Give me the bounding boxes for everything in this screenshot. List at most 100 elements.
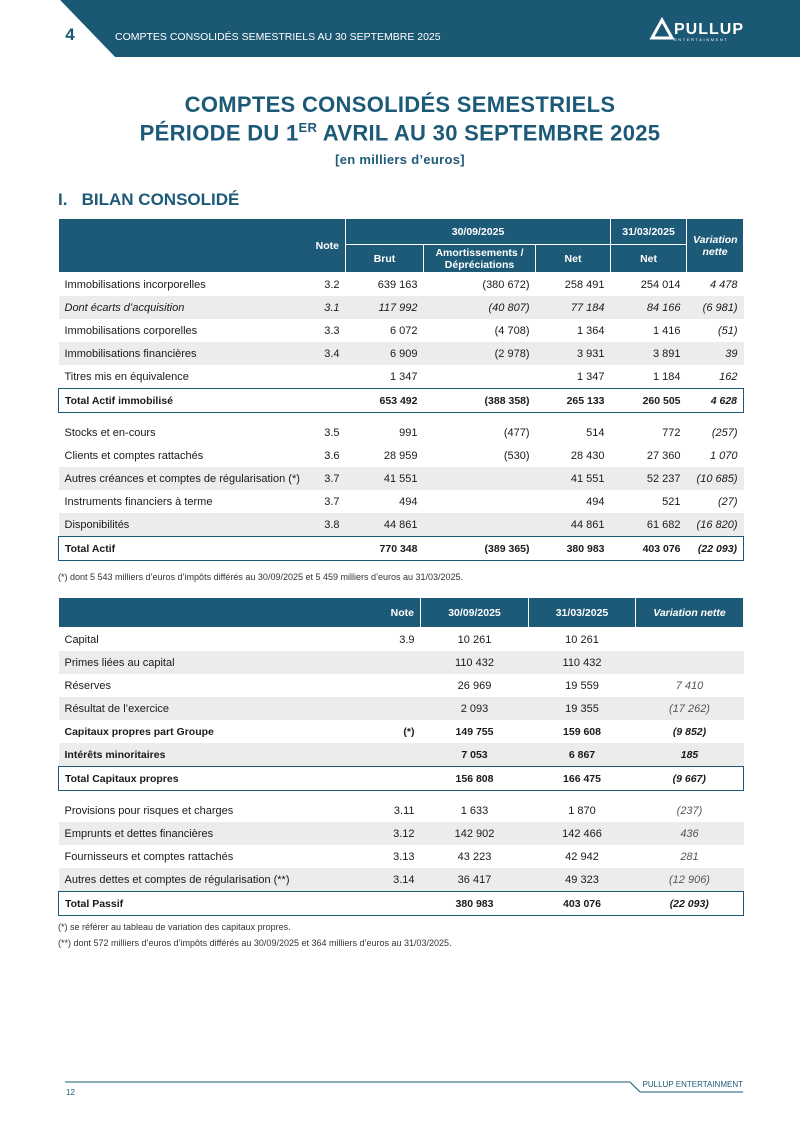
value-cell [636, 628, 744, 652]
spacer-cell [59, 791, 744, 800]
value-cell: (257) [711, 426, 738, 439]
table-row: Emprunts et dettes financières 3.12 142 90… [58, 822, 744, 845]
header-cell: 30/09/2025 [344, 218, 612, 245]
value-cell: (477) [503, 426, 530, 439]
table-row: Dont écarts d’acquisition 3.1 117 992 (40 8… [58, 296, 744, 319]
value-cell: 44 861 [535, 513, 611, 537]
value-cell: 494 [586, 495, 605, 508]
value-cell: 44 861 [345, 513, 424, 537]
value-cell: 1 070 [710, 449, 738, 462]
value-cell [424, 490, 536, 513]
value-cell: 281 [680, 850, 699, 863]
note-cell: 3.11 [393, 804, 415, 817]
footer-page: 12 [66, 1088, 75, 1097]
value-cell: (10 685) [686, 467, 744, 490]
note-cell: 3.7 [300, 467, 346, 490]
header-cell: Net [610, 244, 688, 273]
value-cell: 41 551 [345, 467, 424, 490]
note-cell: 3.9 [399, 633, 415, 646]
value-cell: 653 492 [345, 388, 424, 413]
title-line: PÉRIODE DU 1ER AVRIL AU 30 SEPTEMBRE 202… [0, 120, 800, 146]
table-row: Instruments financiers à terme 3.7 494 494 5… [59, 490, 744, 513]
header-cell: Note [58, 597, 421, 628]
row-label: Capital [64, 633, 99, 646]
header-cell: Variation nette [686, 218, 745, 273]
value-cell: (22 093) [686, 536, 745, 561]
value-cell [423, 467, 536, 490]
table-row: Immobilisations incorporelles 3.2 639 163 (… [59, 273, 744, 297]
row-label: Disponibilités [58, 513, 301, 537]
note-cell [368, 766, 421, 791]
value-cell: 380 983 [535, 536, 611, 561]
row-label: Immobilisations incorporelles [64, 278, 206, 291]
header-band: 4 COMPTES CONSOLIDÉS SEMESTRIELS AU 30 S… [0, 0, 800, 57]
table-body: Capital 3.9 10 261 10 261 Primes liées au ca… [58, 628, 744, 916]
value-cell: 521 [662, 495, 681, 508]
value-cell: (40 807) [423, 296, 536, 319]
header-cell: Note [58, 218, 346, 273]
value-cell: 514 [586, 426, 605, 439]
footer-company: PULLUP ENTERTAINMENT [643, 1080, 744, 1089]
value-cell: (9 852) [672, 725, 707, 738]
footer-rule [629, 1081, 641, 1093]
value-cell: (17 262) [635, 697, 744, 720]
value-cell: 166 475 [528, 766, 636, 791]
logo: PULLUP [674, 21, 744, 38]
note-cell [300, 388, 346, 413]
value-cell: 1 416 [653, 324, 681, 337]
value-cell: 1 870 [568, 804, 596, 817]
row-label: Clients et comptes rattachés [64, 449, 204, 462]
value-cell: 2 093 [420, 697, 529, 720]
value-cell: 6 909 [345, 342, 424, 365]
value-cell: 4 478 [710, 278, 738, 291]
value-cell: 43 223 [457, 850, 492, 863]
row-label: Réserves [64, 679, 111, 692]
note-cell: 3.5 [324, 426, 340, 439]
passif-table: Note 30/09/2025 31/03/2025 Variation net… [58, 597, 744, 916]
table-row: Capital 3.9 10 261 10 261 [59, 628, 744, 652]
note-cell: 3.6 [324, 449, 340, 462]
value-cell: (237) [676, 804, 703, 817]
value-cell: 19 559 [565, 679, 599, 692]
value-cell: 10 261 [457, 633, 492, 646]
header-corner-edge [18, 0, 115, 57]
value-cell: 436 [635, 822, 744, 845]
value-cell: 26 969 [457, 679, 492, 692]
value-cell: 770 348 [345, 536, 424, 561]
header-cell: Brut [345, 244, 424, 273]
note-cell: 3.7 [324, 495, 340, 508]
note-cell [300, 536, 346, 561]
footnote: (*) dont 5 543 milliers d’euros d’impôts… [58, 572, 464, 582]
value-cell: (51) [717, 324, 738, 337]
value-cell: 77 184 [535, 296, 611, 319]
note-cell: 3.14 [368, 868, 421, 892]
value-cell: 42 942 [565, 850, 599, 863]
value-cell: (6 981) [686, 296, 744, 319]
row-label: Immobilisations financières [58, 342, 301, 365]
spacer-cell [59, 413, 744, 422]
row-label: Intérêts minoritaires [58, 743, 369, 767]
value-cell: 39 [686, 342, 744, 365]
value-cell: 403 076 [610, 536, 687, 561]
table-row: Réserves 26 969 19 559 7 410 [59, 674, 744, 697]
table-row: Immobilisations corporelles 3.3 6 072 (4 70… [59, 319, 744, 342]
value-cell: (380 672) [482, 278, 530, 291]
row-label: Résultat de l’exercice [58, 697, 369, 720]
value-cell: 142 902 [420, 822, 529, 845]
value-cell: (389 365) [423, 536, 536, 561]
value-cell: 254 014 [640, 278, 681, 291]
table-row: Autres dettes et comptes de régularisati… [58, 868, 744, 892]
row-label: Total Passif [58, 891, 369, 916]
value-cell: 28 959 [383, 449, 418, 462]
header-cell: 30/09/2025 [420, 597, 529, 628]
value-cell: 403 076 [528, 891, 636, 916]
value-cell: 1 184 [653, 370, 681, 383]
subtitle: [en milliers d’euros] [335, 152, 465, 167]
title-part: PÉRIODE DU 1 [139, 120, 299, 146]
section-number: I. [58, 190, 68, 209]
value-cell: 27 360 [646, 449, 681, 462]
value-cell: 6 867 [528, 743, 636, 767]
table-row: Primes liées au capital 110 432 110 432 [58, 651, 744, 674]
value-cell: 49 323 [528, 868, 636, 892]
